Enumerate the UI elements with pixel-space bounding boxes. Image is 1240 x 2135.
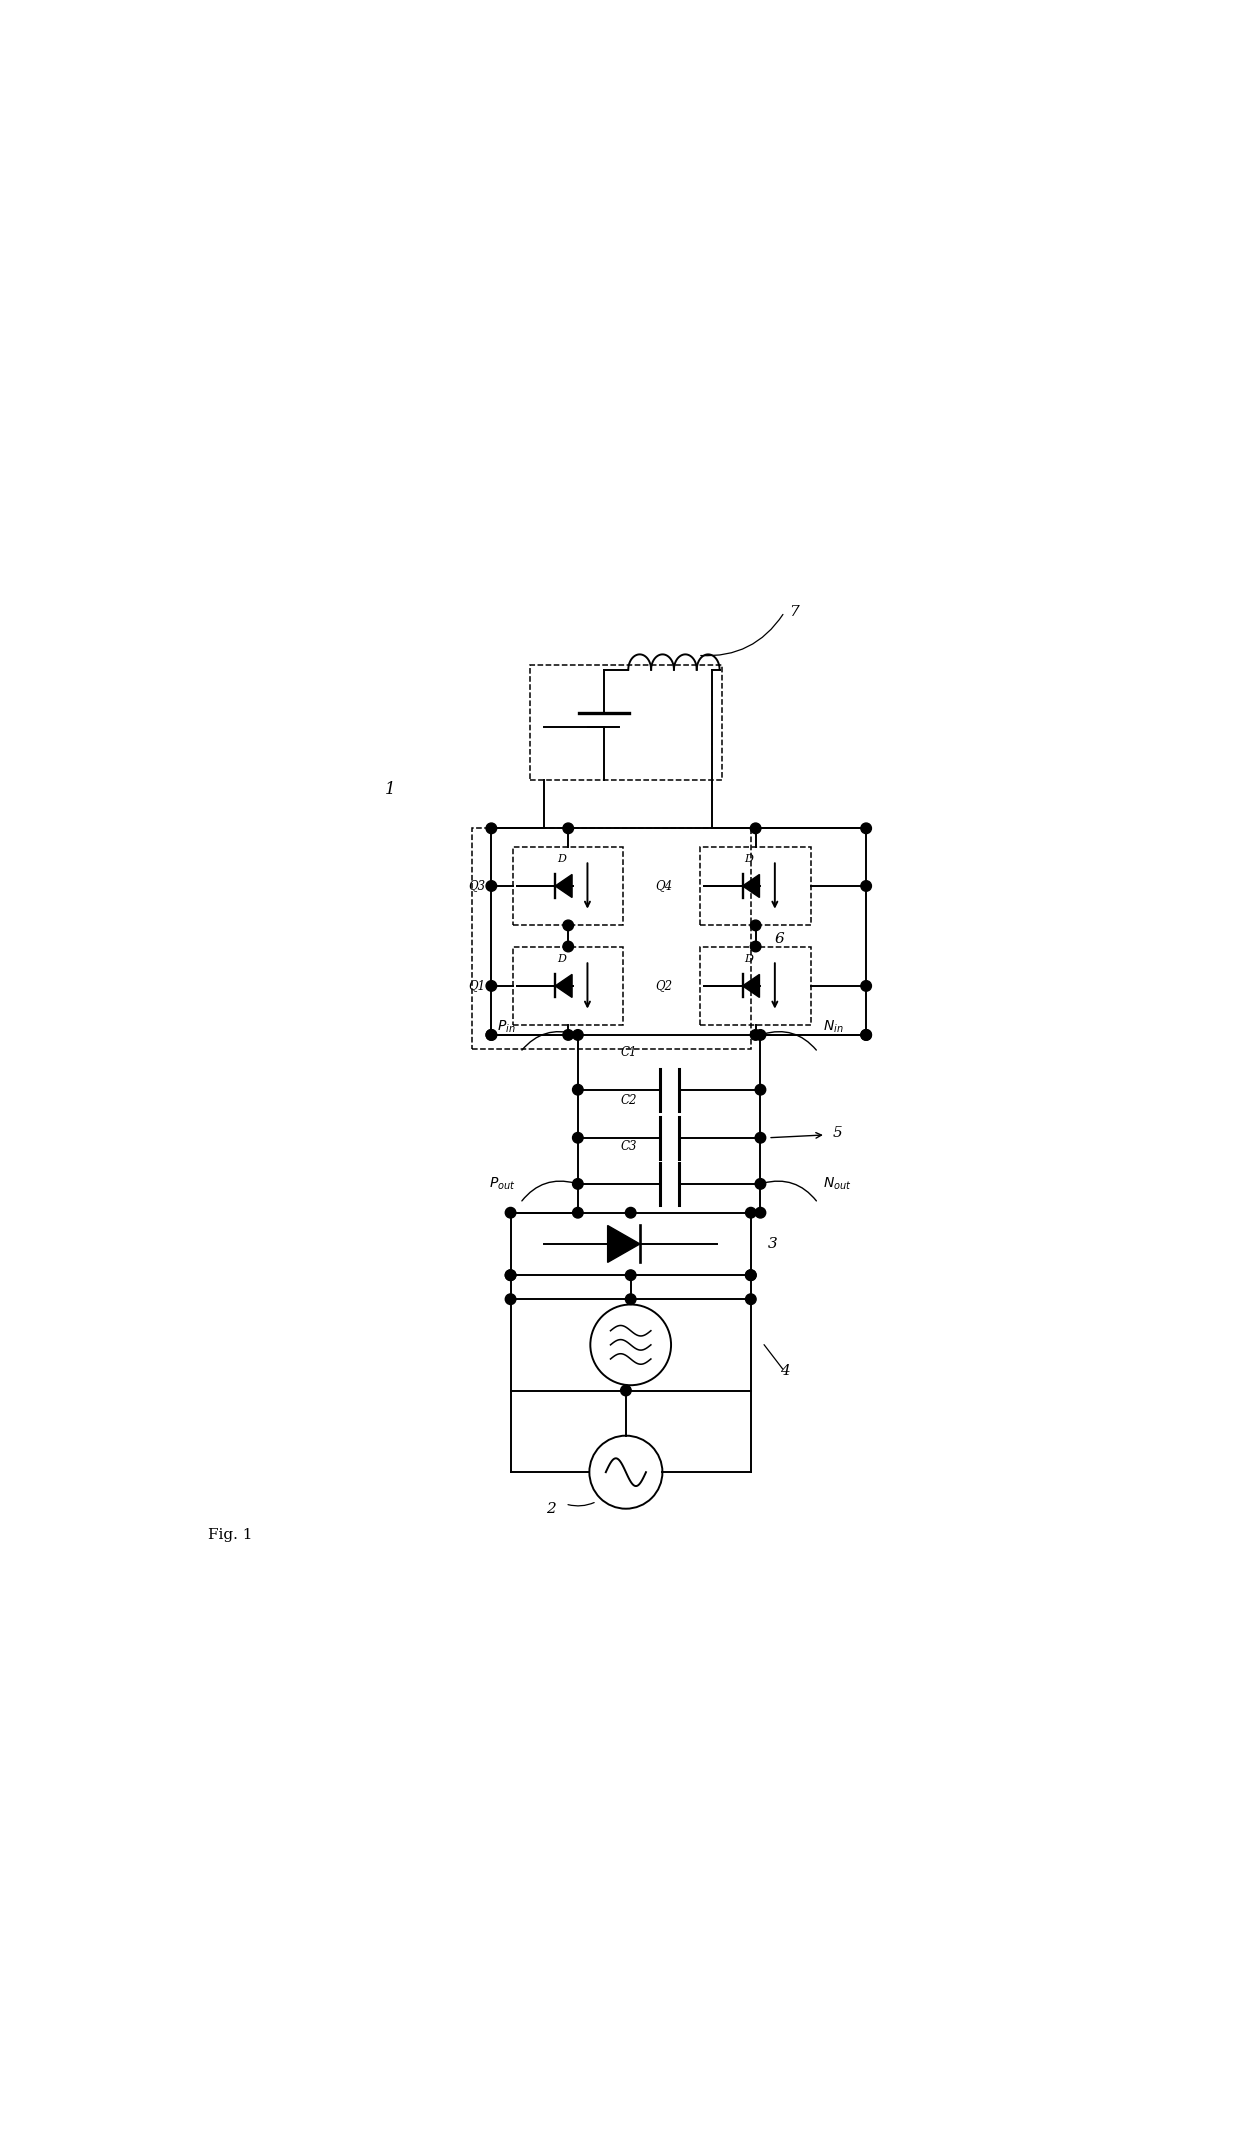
Circle shape bbox=[486, 1029, 497, 1040]
Circle shape bbox=[563, 942, 574, 952]
Circle shape bbox=[745, 1270, 756, 1281]
Circle shape bbox=[573, 1085, 583, 1095]
Circle shape bbox=[625, 1270, 636, 1281]
Circle shape bbox=[486, 1029, 497, 1040]
Text: D: D bbox=[557, 854, 565, 865]
Circle shape bbox=[505, 1270, 516, 1281]
Text: C3: C3 bbox=[620, 1140, 637, 1153]
Circle shape bbox=[486, 980, 497, 991]
Circle shape bbox=[573, 1179, 583, 1189]
Text: Q4: Q4 bbox=[655, 880, 672, 892]
Bar bbox=[472, 828, 750, 1048]
Text: Q3: Q3 bbox=[467, 880, 485, 892]
Bar bbox=[701, 848, 811, 924]
Polygon shape bbox=[608, 1225, 640, 1262]
Circle shape bbox=[625, 1294, 636, 1304]
Circle shape bbox=[750, 920, 761, 931]
Text: $P_{in}$: $P_{in}$ bbox=[497, 1018, 516, 1035]
Polygon shape bbox=[556, 875, 572, 897]
Circle shape bbox=[755, 1208, 766, 1217]
Text: $N_{out}$: $N_{out}$ bbox=[823, 1176, 852, 1191]
Text: 2: 2 bbox=[546, 1501, 556, 1516]
Circle shape bbox=[573, 1029, 583, 1040]
Text: D: D bbox=[744, 854, 753, 865]
Circle shape bbox=[620, 1386, 631, 1396]
Circle shape bbox=[861, 882, 872, 890]
Circle shape bbox=[505, 1270, 516, 1281]
Bar bbox=[513, 848, 624, 924]
Circle shape bbox=[755, 1085, 766, 1095]
Circle shape bbox=[750, 942, 761, 952]
Bar bbox=[513, 946, 624, 1025]
Polygon shape bbox=[743, 974, 759, 997]
Text: 6: 6 bbox=[775, 931, 785, 946]
Bar bbox=[529, 664, 722, 779]
Circle shape bbox=[745, 1294, 756, 1304]
Circle shape bbox=[861, 1029, 872, 1040]
Text: Q2: Q2 bbox=[655, 980, 672, 993]
Polygon shape bbox=[743, 875, 759, 897]
Circle shape bbox=[745, 1208, 756, 1217]
Circle shape bbox=[563, 1029, 574, 1040]
Text: 7: 7 bbox=[789, 604, 799, 619]
Circle shape bbox=[486, 882, 497, 890]
Circle shape bbox=[486, 822, 497, 833]
Circle shape bbox=[505, 1208, 516, 1217]
Text: C1: C1 bbox=[620, 1046, 637, 1059]
Circle shape bbox=[573, 1208, 583, 1217]
Text: D: D bbox=[557, 954, 565, 965]
Circle shape bbox=[750, 822, 761, 833]
Bar bbox=[701, 946, 811, 1025]
Circle shape bbox=[750, 1029, 761, 1040]
Text: Q1: Q1 bbox=[467, 980, 485, 993]
Circle shape bbox=[861, 980, 872, 991]
Text: D: D bbox=[744, 954, 753, 965]
Circle shape bbox=[745, 1270, 756, 1281]
Circle shape bbox=[861, 822, 872, 833]
Circle shape bbox=[563, 822, 574, 833]
Circle shape bbox=[563, 920, 574, 931]
Text: C2: C2 bbox=[620, 1093, 637, 1108]
Circle shape bbox=[573, 1132, 583, 1142]
Text: 1: 1 bbox=[386, 781, 396, 798]
Circle shape bbox=[755, 1179, 766, 1189]
Text: $P_{out}$: $P_{out}$ bbox=[489, 1176, 516, 1191]
Circle shape bbox=[755, 1132, 766, 1142]
Text: 5: 5 bbox=[832, 1125, 842, 1140]
Bar bbox=[511, 1213, 750, 1275]
Bar bbox=[511, 1300, 750, 1390]
Circle shape bbox=[861, 1029, 872, 1040]
Polygon shape bbox=[556, 974, 572, 997]
Circle shape bbox=[625, 1208, 636, 1217]
Text: Fig. 1: Fig. 1 bbox=[208, 1529, 253, 1541]
Text: $N_{in}$: $N_{in}$ bbox=[823, 1018, 843, 1035]
Text: 4: 4 bbox=[780, 1364, 790, 1379]
Circle shape bbox=[505, 1294, 516, 1304]
Text: 3: 3 bbox=[768, 1236, 777, 1251]
Circle shape bbox=[755, 1029, 766, 1040]
